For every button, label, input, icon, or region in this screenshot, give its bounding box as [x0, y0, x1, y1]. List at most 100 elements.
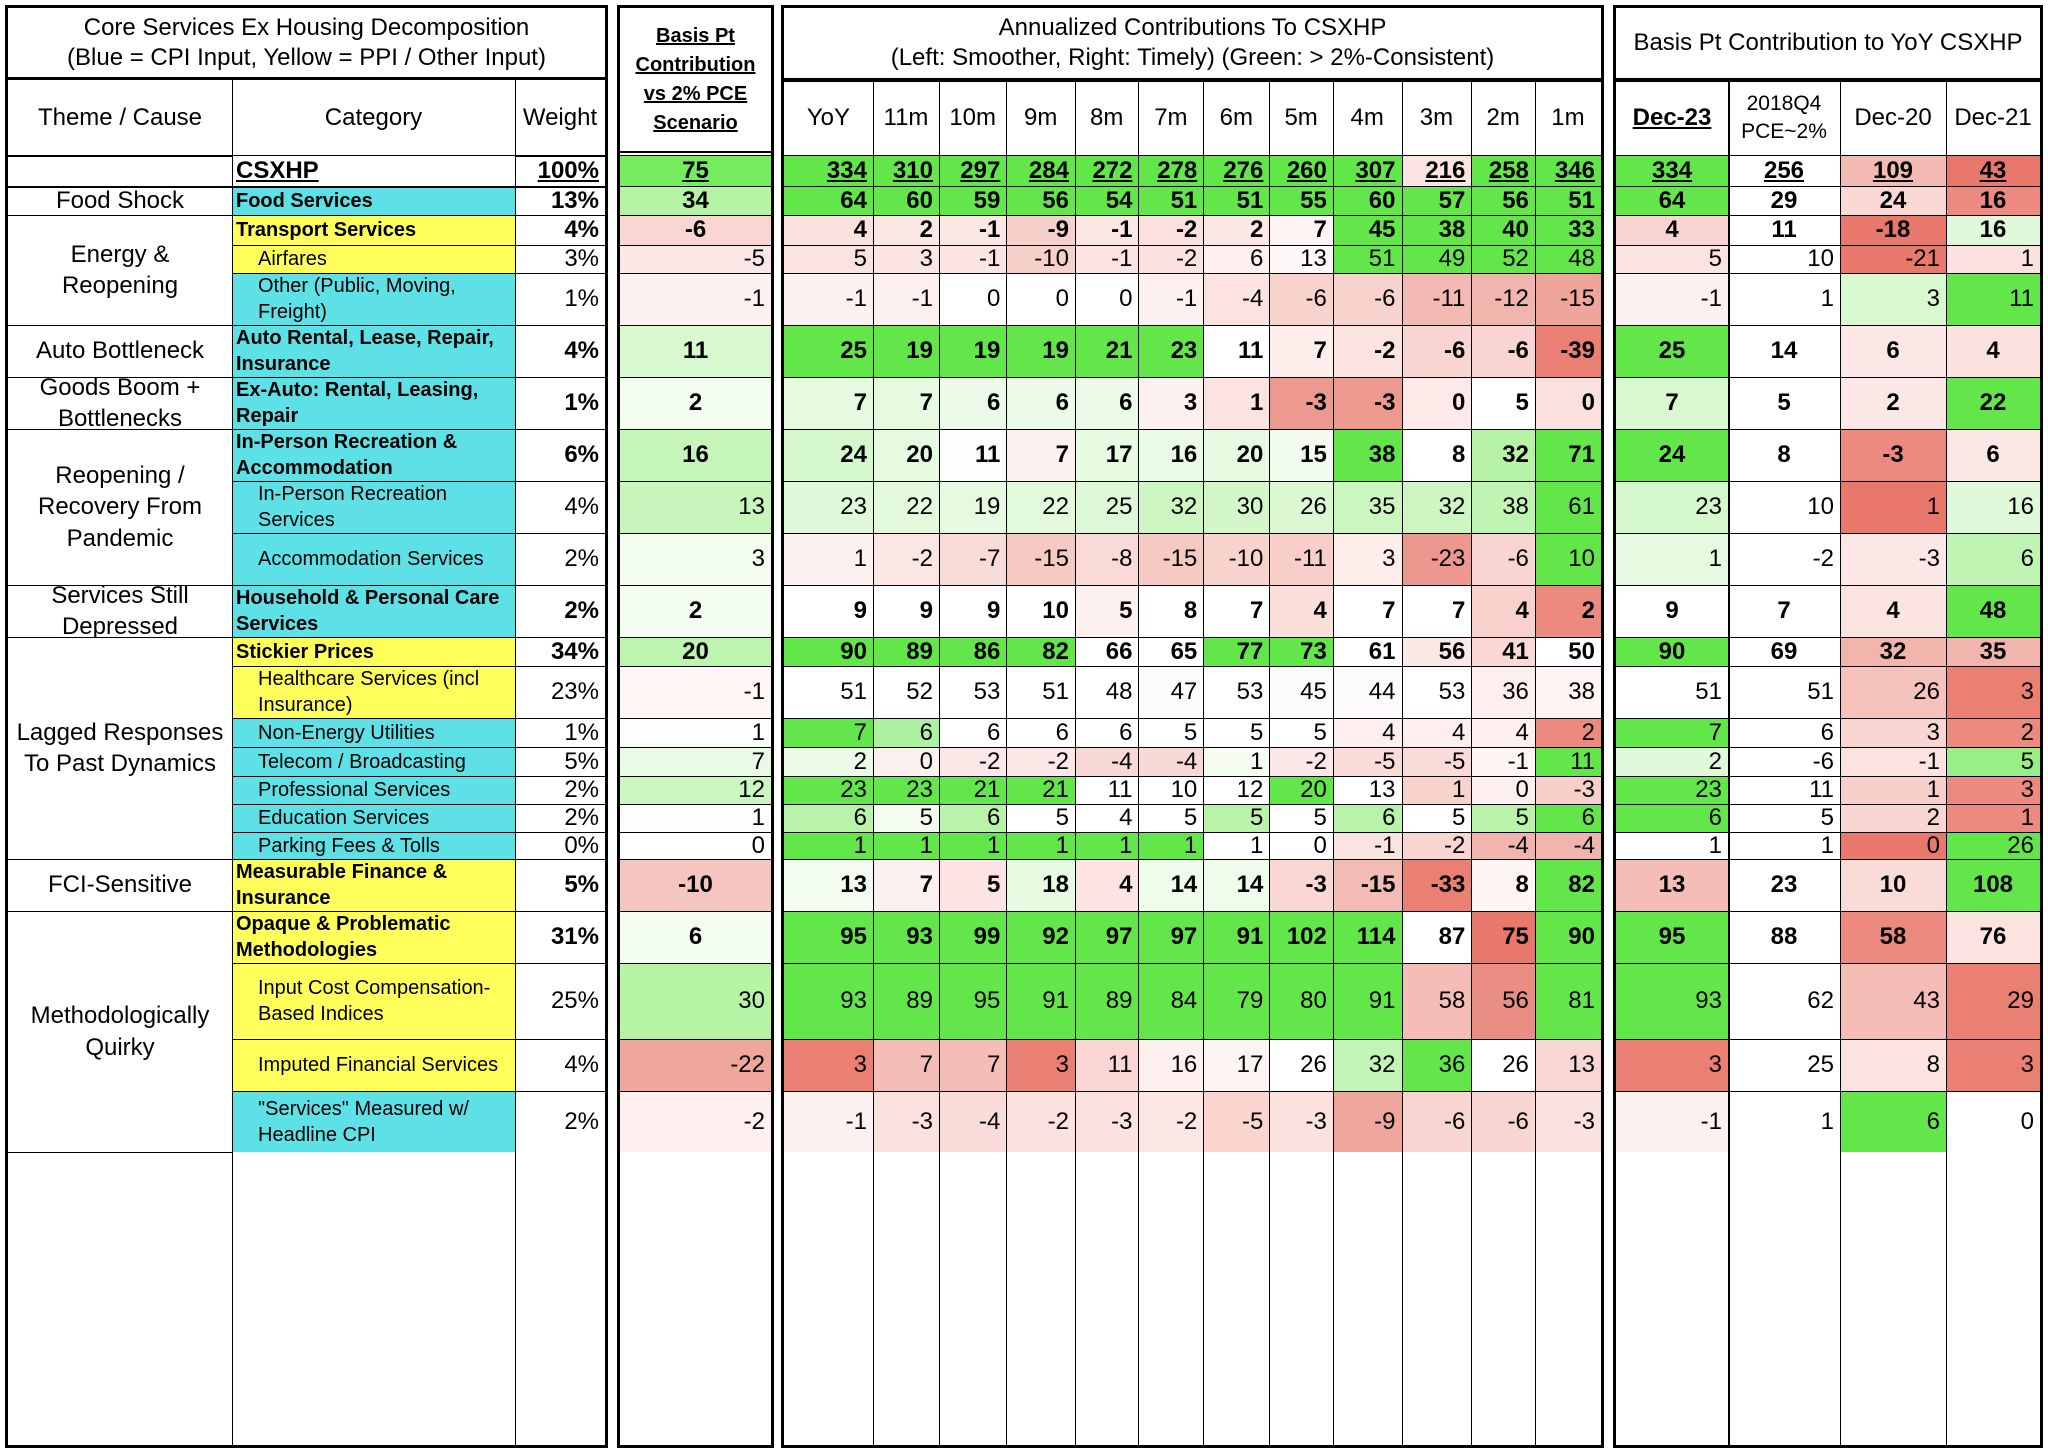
row-divider — [232, 859, 605, 860]
column-header-yoy-line: PCE~2% — [1741, 119, 1827, 143]
annual-value: 5 — [1203, 804, 1270, 832]
theme-label: Goods Boom + Bottlenecks — [39, 377, 201, 429]
weight-value: 100% — [537, 156, 599, 184]
row-divider — [1616, 666, 2040, 667]
row-divider — [1616, 1091, 2040, 1092]
annual-value: 55 — [1269, 186, 1333, 215]
annual-value: -1 — [1332, 832, 1402, 859]
weight-value: 23% — [550, 678, 599, 705]
table-title-line2: (Blue = CPI Input, Yellow = PPI / Other … — [67, 43, 546, 71]
annual-value: -39 — [1534, 325, 1601, 377]
annual-value: -4 — [1138, 747, 1204, 776]
annual-value: -6 — [1269, 273, 1333, 325]
row-divider — [1616, 429, 2040, 430]
row-divider — [232, 1039, 605, 1040]
annual-value: 0 — [1471, 776, 1535, 804]
annual-value: 38 — [1332, 429, 1402, 481]
annual-value: 80 — [1269, 963, 1333, 1039]
annual-value: 12 — [1203, 776, 1270, 804]
annual-value: 3 — [1006, 1039, 1075, 1091]
category-label: "Services" Measured w/ Headline CPI — [232, 1091, 515, 1152]
annual-value: 7 — [1269, 215, 1333, 245]
column-header-yoy: Dec-20 — [1854, 103, 1932, 131]
annual-value: 92 — [1006, 911, 1075, 963]
annual-value: 41 — [1471, 637, 1535, 666]
annual-value: 5 — [784, 245, 873, 273]
annual-value: 5 — [939, 859, 1007, 911]
category-label: Airfares — [232, 245, 515, 273]
yoy-value: 6 — [1616, 804, 1728, 832]
annual-value: 5 — [1138, 718, 1204, 747]
annual-value: 19 — [939, 325, 1007, 377]
annual-value: 40 — [1471, 215, 1535, 245]
annual-value: 11 — [939, 429, 1007, 481]
weight-value: 2% — [564, 545, 599, 572]
annual-value: 16 — [1138, 1039, 1204, 1091]
annual-value: 3 — [784, 1039, 873, 1091]
annual-value: 297 — [939, 155, 1007, 186]
row-divider — [784, 429, 1601, 430]
annual-value: 25 — [784, 325, 873, 377]
category-label: Auto Rental, Lease, Repair, Insurance — [232, 325, 515, 377]
annual-value: 1 — [1203, 747, 1270, 776]
annual-value: -8 — [1074, 533, 1139, 585]
yoy-value: 2 — [1840, 377, 1946, 429]
row-divider — [232, 155, 605, 156]
row-divider — [232, 747, 605, 748]
yoy-value: -1 — [1616, 1091, 1728, 1152]
row-divider — [620, 377, 771, 378]
annual-value: -9 — [1332, 1091, 1402, 1152]
annual-value: 82 — [1006, 637, 1075, 666]
annual-value: 19 — [939, 481, 1007, 533]
yoy-value: 64 — [1616, 186, 1728, 215]
annual-value: -2 — [872, 533, 939, 585]
basis-value: 1 — [620, 718, 771, 747]
row-divider — [232, 1091, 605, 1092]
yoy-value: 48 — [1946, 585, 2040, 637]
weight-value: 3% — [564, 245, 599, 272]
column-header-yoy-line: 2018Q4 — [1746, 92, 1822, 116]
yoy-value: 29 — [1946, 963, 2040, 1039]
annual-value: 7 — [784, 718, 873, 747]
annual-value: -4 — [1074, 747, 1139, 776]
row-divider — [1616, 718, 2040, 719]
row-divider — [1616, 80, 2040, 82]
annual-value: 60 — [872, 186, 939, 215]
total-row-label: CSXHP — [232, 155, 515, 186]
row-divider — [232, 533, 605, 534]
annual-value: 38 — [1534, 666, 1601, 718]
annual-value: 51 — [1006, 666, 1075, 718]
column-divider — [1269, 80, 1271, 1445]
annual-value: -2 — [1401, 832, 1472, 859]
annual-value: 10 — [1006, 585, 1075, 637]
annual-value: 3 — [872, 245, 939, 273]
weight-value: 31% — [550, 923, 599, 950]
annual-value: 278 — [1138, 155, 1204, 186]
basis-value: -22 — [620, 1039, 771, 1091]
annual-value: -2 — [1269, 747, 1333, 776]
yoy-value: 1 — [1728, 273, 1840, 325]
annual-value: 35 — [1332, 481, 1402, 533]
theme-label: Food Shock — [55, 186, 185, 214]
annual-value: 95 — [939, 963, 1007, 1039]
yoy-value: 3 — [1840, 718, 1946, 747]
yoy-header: Basis Pt Contribution to YoY CSXHP — [1616, 8, 2040, 80]
annualized-header: Annualized Contributions To CSXHP (Left:… — [784, 8, 1601, 80]
annual-value: -1 — [784, 1091, 873, 1152]
weight-value: 5% — [564, 747, 599, 775]
annual-value: 260 — [1269, 155, 1333, 186]
row-divider — [784, 377, 1601, 378]
theme-label: FCI-Sensitive — [47, 871, 193, 899]
annual-value: 8 — [1471, 859, 1535, 911]
annual-value: -11 — [1269, 533, 1333, 585]
basis-header-line2: Contribution — [635, 53, 756, 76]
basis-value: -10 — [620, 859, 771, 911]
annual-value: 65 — [1138, 637, 1204, 666]
weight-value: 34% — [550, 637, 599, 665]
row-divider — [620, 585, 771, 586]
weight-value: 4% — [564, 493, 599, 520]
yoy-value: -2 — [1728, 533, 1840, 585]
annual-value: -12 — [1471, 273, 1535, 325]
row-divider — [8, 911, 232, 912]
column-divider — [1203, 80, 1205, 1445]
